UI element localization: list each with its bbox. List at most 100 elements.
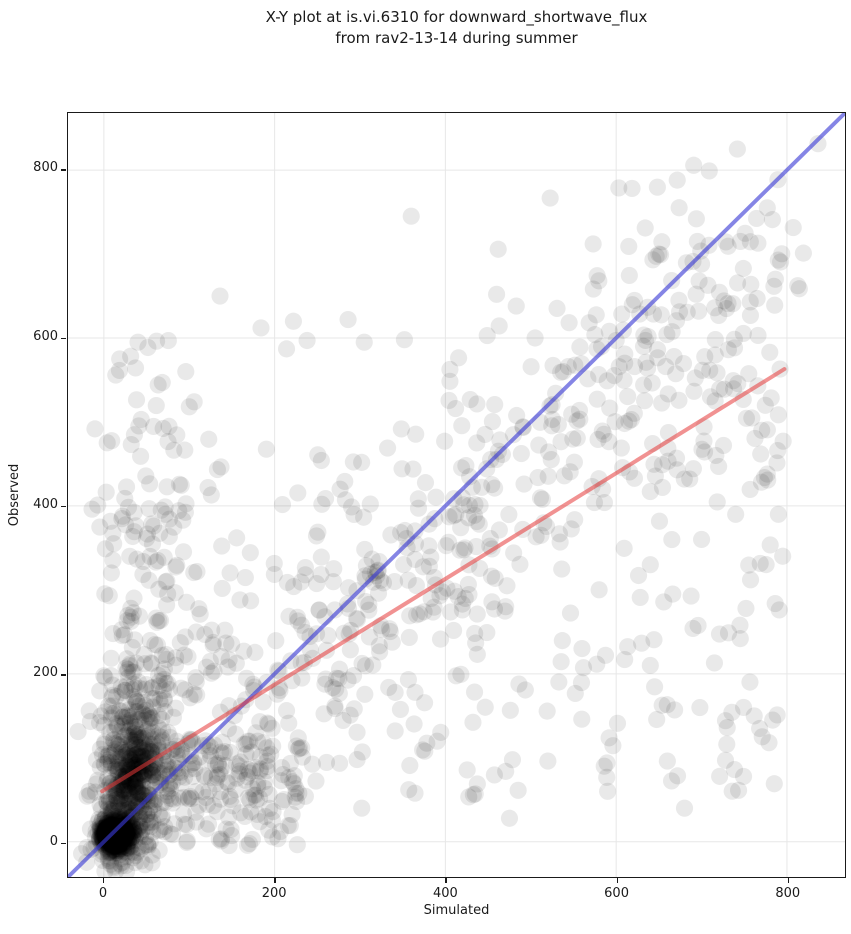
scatter-point: [273, 495, 292, 514]
scatter-point: [141, 833, 159, 851]
scatter-point: [104, 686, 122, 704]
scatter-point: [117, 806, 135, 824]
scatter-point: [138, 764, 157, 782]
scatter-point: [146, 689, 164, 707]
scatter-point: [145, 417, 163, 436]
scatter-point: [119, 660, 137, 679]
scatter-point: [574, 659, 593, 677]
scatter-point: [158, 478, 176, 496]
scatter-point: [107, 824, 125, 842]
scatter-point: [663, 323, 681, 341]
scatter-point: [251, 789, 269, 807]
scatter-point: [120, 830, 139, 848]
scatter-point: [111, 831, 129, 849]
scatter-point: [115, 797, 133, 815]
scatter-point: [251, 813, 269, 831]
scatter-point: [104, 802, 122, 820]
scatter-point: [714, 436, 733, 455]
scatter-point: [110, 821, 128, 839]
scatter-point: [568, 412, 586, 430]
scatter-point: [69, 723, 87, 741]
x-tick-label: 800: [775, 886, 801, 901]
scatter-point: [177, 363, 195, 381]
scatter-point: [237, 669, 256, 687]
scatter-point: [710, 283, 729, 301]
scatter-point: [128, 812, 146, 830]
scatter-point: [111, 822, 129, 840]
scatter-point: [752, 473, 770, 491]
scatter-point: [139, 720, 157, 738]
scatter-point: [125, 589, 143, 607]
scatter-point: [190, 796, 208, 814]
scatter-point: [135, 645, 153, 663]
scatter-point: [130, 738, 148, 757]
scatter-point: [360, 601, 378, 619]
scatter-point: [116, 681, 134, 699]
scatter-point: [635, 326, 653, 344]
scatter-point: [292, 616, 311, 634]
scatter-point: [647, 247, 665, 265]
scatter-point: [124, 828, 142, 846]
scatter-point: [458, 761, 476, 779]
scatter-point: [236, 807, 254, 826]
scatter-point: [134, 728, 152, 747]
scatter-point: [310, 601, 328, 619]
scatter-point: [165, 441, 183, 459]
y-tick-label: 0: [49, 833, 58, 849]
scatter-point: [719, 341, 737, 359]
scatter-point: [118, 780, 136, 798]
scatter-point: [120, 820, 138, 838]
scatter-point: [108, 758, 126, 776]
scatter-point: [240, 835, 259, 853]
scatter-point: [121, 793, 139, 811]
scatter-point: [107, 832, 125, 850]
scatter-point: [125, 688, 143, 706]
scatter-point: [579, 370, 597, 388]
scatter-point: [103, 829, 121, 847]
scatter-point: [106, 837, 124, 855]
scatter-point: [108, 807, 126, 826]
scatter-point: [105, 807, 123, 825]
scatter-point: [734, 698, 753, 717]
scatter-point: [109, 824, 127, 842]
scatter-point: [112, 741, 131, 759]
scatter-point: [436, 432, 454, 450]
scatter-point: [500, 505, 518, 524]
scatter-point: [245, 786, 263, 804]
scatter-point: [99, 751, 117, 769]
scatter-point: [497, 598, 515, 616]
scatter-point: [695, 432, 713, 450]
scatter-point: [285, 577, 303, 596]
scatter-point: [107, 791, 126, 809]
scatter-point: [85, 839, 103, 857]
scatter-point: [317, 670, 335, 688]
scatter-point: [115, 727, 134, 745]
scatter-point: [111, 821, 129, 839]
scatter-point: [510, 675, 528, 693]
scatter-point: [559, 357, 577, 376]
scatter-point: [123, 828, 141, 846]
scatter-point: [562, 520, 580, 538]
scatter-point: [396, 521, 414, 540]
scatter-point: [241, 732, 259, 750]
scatter-point: [129, 771, 147, 789]
scatter-point: [105, 828, 124, 846]
scatter-point: [428, 732, 446, 750]
scatter-point: [539, 467, 557, 485]
scatter-point: [684, 460, 702, 478]
scatter-point: [482, 567, 501, 585]
scatter-point: [275, 791, 293, 809]
scatter-point: [112, 791, 130, 809]
scatter-point: [385, 572, 404, 591]
scatter-point: [142, 679, 161, 697]
scatter-point: [115, 783, 133, 801]
scatter-point: [652, 306, 670, 324]
scatter-point: [119, 746, 137, 764]
scatter-point: [104, 841, 122, 860]
scatter-point: [142, 742, 160, 761]
scatter-point: [402, 207, 420, 225]
scatter-point: [491, 431, 509, 449]
scatter-point: [687, 210, 705, 228]
chart-title-line1: X-Y plot at is.vi.6310 for downward_shor…: [265, 8, 648, 26]
